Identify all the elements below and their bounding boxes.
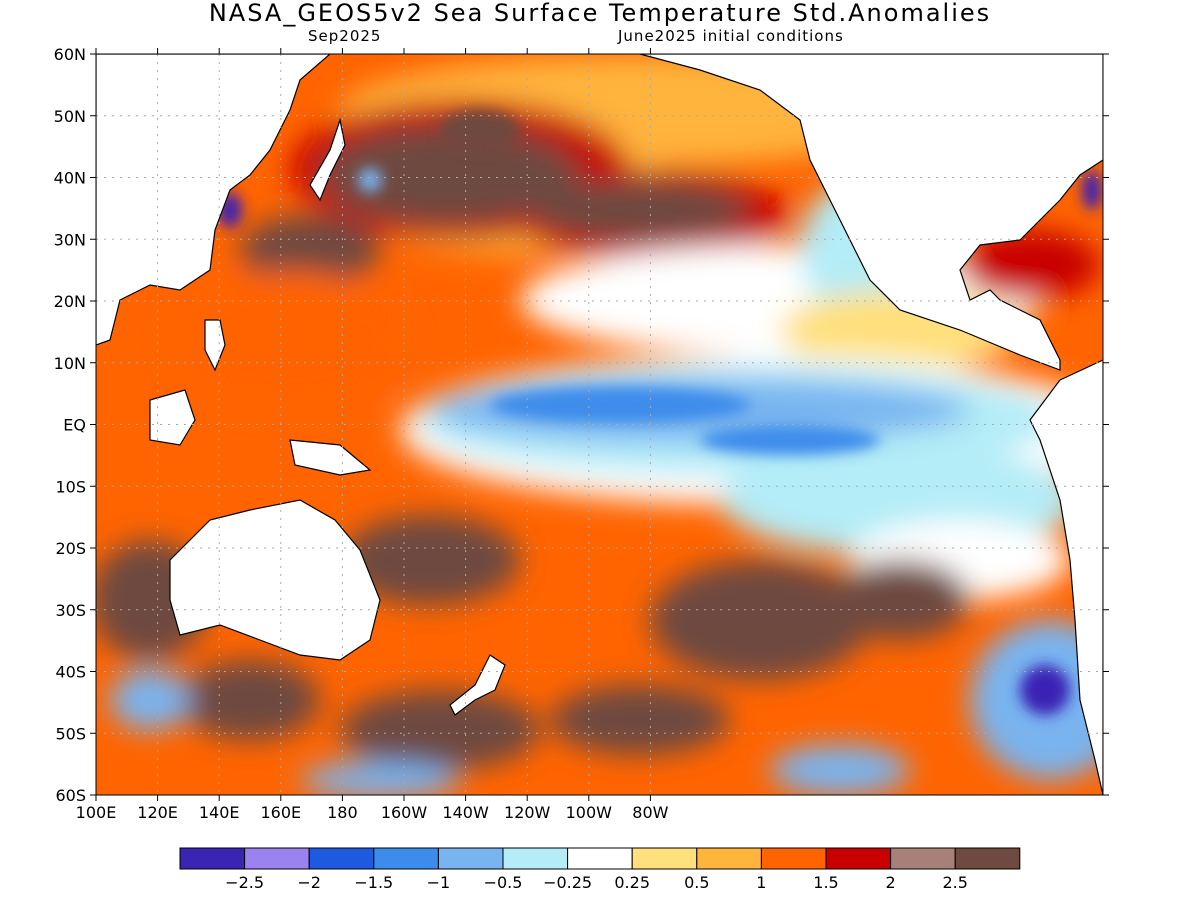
lat-label: 30N bbox=[54, 230, 86, 249]
colorbar-swatch bbox=[825, 847, 892, 870]
colorbar-swatch bbox=[954, 847, 1021, 870]
colorbar-swatch bbox=[308, 847, 375, 870]
lat-label: 10S bbox=[55, 477, 86, 496]
lat-label: 40S bbox=[55, 663, 86, 682]
colorbar-label: −0.25 bbox=[543, 873, 592, 892]
colorbar-label: −2 bbox=[297, 873, 321, 892]
new-zealand-land bbox=[449, 654, 506, 716]
lat-label: 20S bbox=[55, 539, 86, 558]
colorbar-swatch bbox=[760, 847, 827, 870]
lon-label: 80W bbox=[632, 803, 668, 822]
lon-label: 160E bbox=[260, 803, 301, 822]
forecast-month: Sep2025 bbox=[308, 27, 382, 45]
lon-label: 140E bbox=[199, 803, 240, 822]
lat-label: 60S bbox=[55, 786, 86, 805]
graticule bbox=[96, 54, 1103, 795]
np-brown bbox=[320, 125, 580, 225]
colorbar-swatch bbox=[631, 847, 698, 870]
philippines-land bbox=[204, 319, 226, 372]
lon-label: 180 bbox=[327, 803, 358, 822]
lat-label: 30S bbox=[55, 601, 86, 620]
colorbar-label: 2.5 bbox=[942, 873, 967, 892]
lat-label: 50S bbox=[55, 724, 86, 743]
lon-label: 120W bbox=[504, 803, 551, 822]
colorbar-swatch bbox=[373, 847, 439, 870]
colorbar-swatch bbox=[437, 847, 504, 870]
colorbar-swatch bbox=[567, 847, 633, 870]
colorbar-labels: −2.5 −2 −1.5 −1 −0.5 −0.25 0.25 0.5 1 1.5 2 2.5 bbox=[225, 873, 968, 892]
colorbar-label: −0.5 bbox=[484, 873, 523, 892]
land bbox=[96, 54, 1103, 795]
latitude-labels: 60N 50N 40N 30N 20N 10N EQ 10S 20S 30S 40S 50S 60S bbox=[54, 45, 86, 805]
colorbar-swatch bbox=[502, 847, 569, 870]
colorbar-swatch bbox=[696, 847, 762, 870]
lat-label: 60N bbox=[54, 45, 86, 64]
colorbar-label: −2.5 bbox=[225, 873, 264, 892]
colorbar-label: −1.5 bbox=[354, 873, 393, 892]
borneo-land bbox=[149, 389, 196, 446]
lon-label: 160W bbox=[381, 803, 428, 822]
initial-conditions: June2025 initial conditions bbox=[618, 27, 844, 45]
sp-brown bbox=[650, 560, 870, 680]
japan-land bbox=[309, 117, 346, 202]
longitude-labels: 100E 120E 140E 160E 180 160W 140W 120W 100W 80W bbox=[76, 803, 669, 822]
colorbar-swatch bbox=[244, 847, 310, 870]
colorbar-label: 0.25 bbox=[614, 873, 650, 892]
asia-land bbox=[96, 54, 331, 346]
lat-label: 10N bbox=[54, 354, 86, 373]
colorbar-swatch bbox=[890, 847, 956, 870]
warm-pool bbox=[170, 270, 410, 410]
lon-label: 100W bbox=[566, 803, 613, 822]
anomaly-field bbox=[96, 54, 1103, 795]
colorbar-label: −1 bbox=[427, 873, 451, 892]
lat-label: 20N bbox=[54, 292, 86, 311]
south-america-land bbox=[1029, 359, 1103, 795]
colorbar-swatch bbox=[179, 847, 246, 870]
lat-label: EQ bbox=[63, 416, 86, 435]
colorbar-label: 1.5 bbox=[813, 873, 838, 892]
new-guinea-land bbox=[289, 439, 372, 476]
colorbar-label: 2 bbox=[886, 873, 896, 892]
lat-label: 50N bbox=[54, 107, 86, 126]
lon-label: 100E bbox=[76, 803, 117, 822]
axis-ticks bbox=[90, 48, 1109, 801]
lon-label: 140W bbox=[442, 803, 489, 822]
lon-label: 120E bbox=[137, 803, 178, 822]
map-title: NASA_GEOS5v2 Sea Surface Temperature Std… bbox=[208, 0, 992, 27]
colorbar bbox=[179, 847, 1021, 870]
lat-label: 40N bbox=[54, 169, 86, 188]
colorbar-label: 1 bbox=[756, 873, 766, 892]
north-america-land bbox=[639, 54, 1103, 371]
australia-land bbox=[169, 499, 381, 661]
colorbar-label: 0.5 bbox=[684, 873, 709, 892]
